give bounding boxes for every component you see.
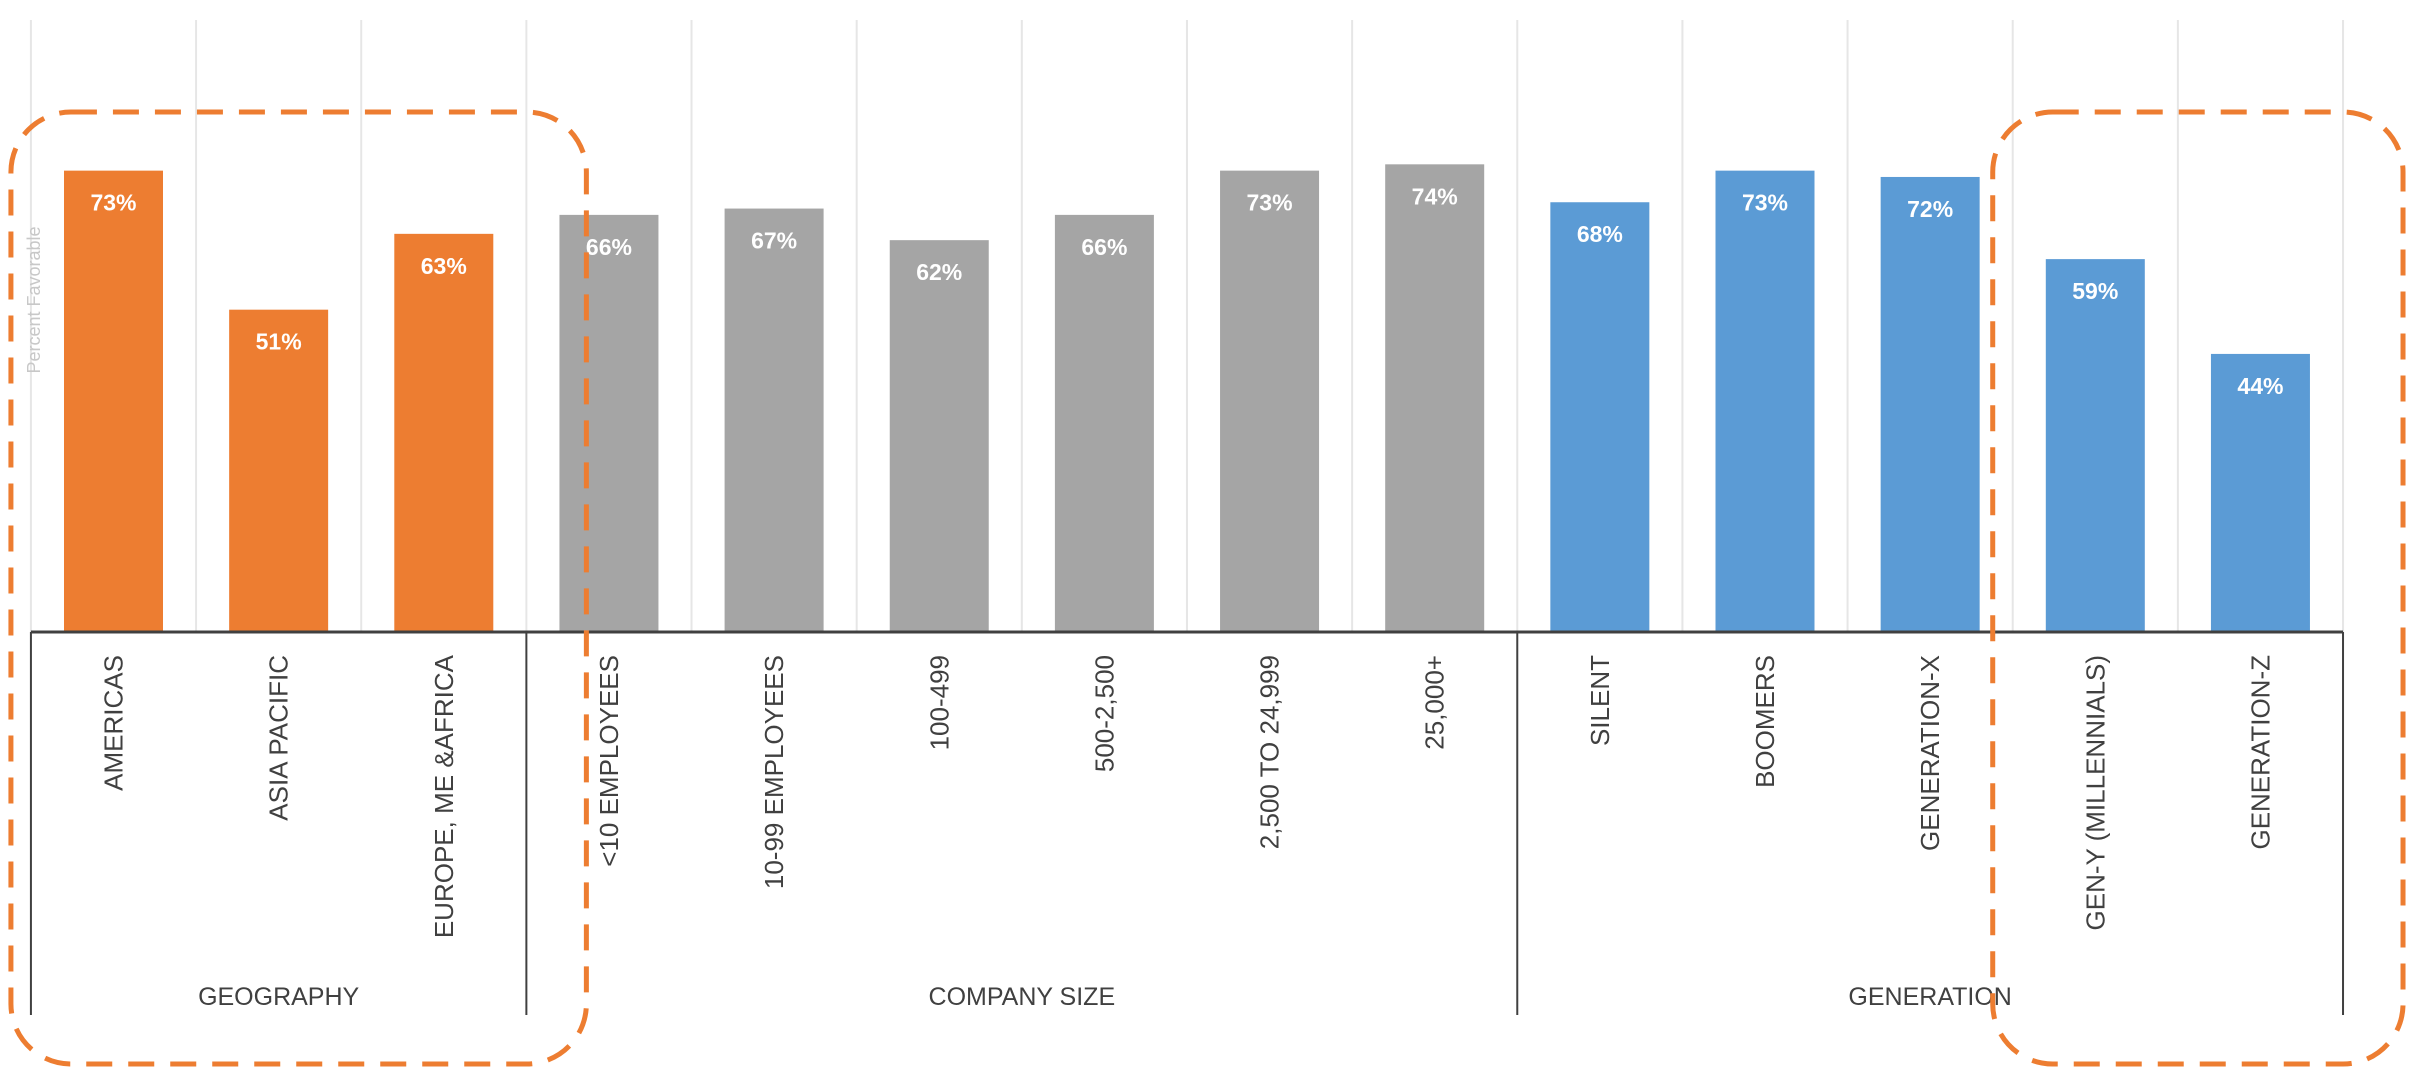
category-label: <10 EMPLOYEES [594,655,624,867]
bar [559,214,659,632]
category-label: AMERICAS [99,655,129,791]
bars [64,164,2310,633]
bar-value-label: 44% [2237,373,2283,399]
bar-value-label: 66% [586,234,632,260]
bar [1880,176,1980,632]
group-label: GENERATION [1848,983,2011,1011]
bar [64,170,163,632]
bar-value-labels: 73% 51% 63% 66% 67% 62% 66% 73% 74% 68% 73% 72% 59% 4… [90,183,2283,399]
group-label: GEOGRAPHY [198,983,359,1011]
highlight-box [1990,109,2406,1067]
bar-value-label: 67% [751,228,797,254]
bar [2045,259,2145,632]
bar [1385,164,1485,632]
category-label: BOOMERS [1750,655,1780,788]
bar-value-label: 73% [90,190,136,216]
bar-value-label: 73% [1247,190,1293,216]
bar [724,208,824,632]
category-label: 500-2,500 [1089,655,1119,772]
category-label: GENERATION-X [1915,655,1945,851]
bar [1054,214,1154,632]
bar-value-label: 68% [1577,221,1623,247]
bar-value-label: 72% [1907,196,1953,222]
bar [2210,353,2310,632]
group-label: COMPANY SIZE [929,983,1116,1011]
x-axis [29,630,2345,1015]
bar-value-label: 66% [1081,234,1127,260]
bar-value-label: 51% [256,329,302,355]
highlight-boxes [8,109,2406,1067]
bar-value-label: 73% [1742,190,1788,216]
bar [229,309,329,632]
group-labels: GEOGRAPHY COMPANY SIZE GENERATION [198,983,2012,1011]
category-label: GEN-Y (MILLENNIALS) [2080,655,2110,930]
bar-value-label: 63% [421,253,467,279]
y-axis-label: Percent Favorable [24,226,44,373]
category-label: 100-499 [924,655,954,750]
bar-value-label: 62% [916,259,962,285]
bar [1220,170,1320,632]
bar [394,233,494,632]
bar [889,240,989,632]
bar-value-label: 74% [1412,183,1458,209]
vertical-gridlines [29,20,2345,632]
category-label: ASIA PACIFIC [264,655,294,821]
category-labels: AMERICAS ASIA PACIFIC EUROPE, ME &AFRICA <1… [99,654,2276,938]
category-label: 10-99 EMPLOYEES [759,655,789,889]
category-label: SILENT [1585,655,1615,746]
bar [1550,202,1650,633]
category-label: 2,500 TO 24,999 [1255,655,1285,849]
bar-value-label: 59% [2072,278,2118,304]
highlight-box [8,109,589,1067]
category-label: EUROPE, ME &AFRICA [429,654,459,938]
category-label: GENERATION-Z [2245,655,2275,850]
category-label: 25,000+ [1420,655,1450,750]
bar [1715,170,1815,632]
